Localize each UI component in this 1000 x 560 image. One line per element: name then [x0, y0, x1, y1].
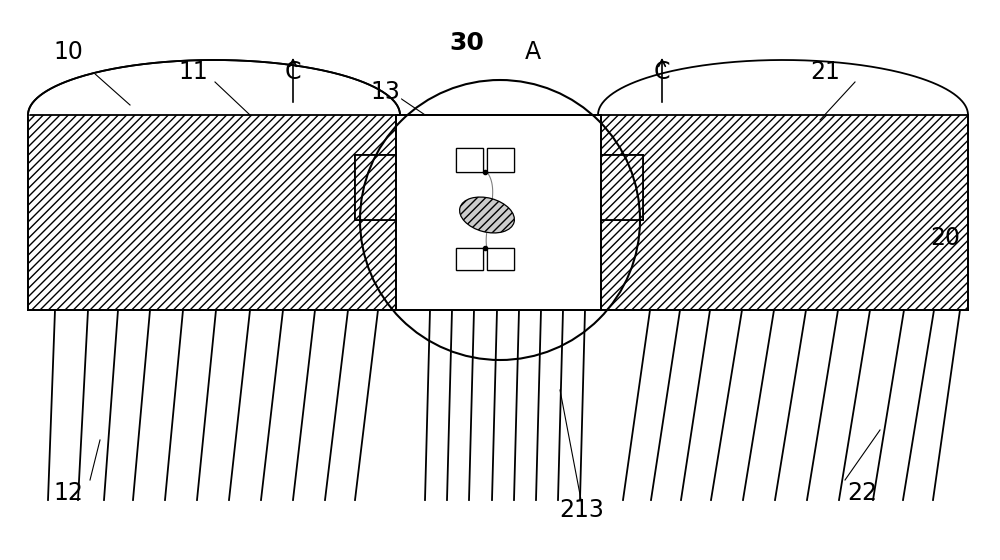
Text: 21: 21 [810, 60, 840, 84]
Bar [456, 148, 483, 172]
Bar [598, 115, 968, 310]
Bar [487, 248, 514, 270]
Text: C: C [285, 60, 301, 84]
Bar [456, 148, 483, 172]
Bar [598, 155, 643, 220]
Bar [487, 148, 514, 172]
Bar [28, 115, 400, 310]
Text: C: C [654, 60, 670, 84]
Text: 10: 10 [53, 40, 83, 64]
Bar [487, 248, 514, 270]
Bar [487, 148, 514, 172]
Bar [456, 248, 483, 270]
Text: 30: 30 [450, 31, 484, 55]
Text: 12: 12 [53, 481, 83, 505]
Bar [396, 115, 601, 310]
Bar [396, 115, 601, 310]
Text: 213: 213 [560, 498, 604, 522]
Text: 22: 22 [847, 481, 877, 505]
Text: A: A [525, 40, 541, 64]
Ellipse shape [460, 197, 514, 233]
Bar [456, 248, 483, 270]
Bar [396, 115, 601, 310]
Text: 11: 11 [178, 60, 208, 84]
Text: 20: 20 [930, 226, 960, 250]
Bar [418, 138, 579, 287]
Text: 13: 13 [370, 80, 400, 104]
Bar [355, 155, 400, 220]
